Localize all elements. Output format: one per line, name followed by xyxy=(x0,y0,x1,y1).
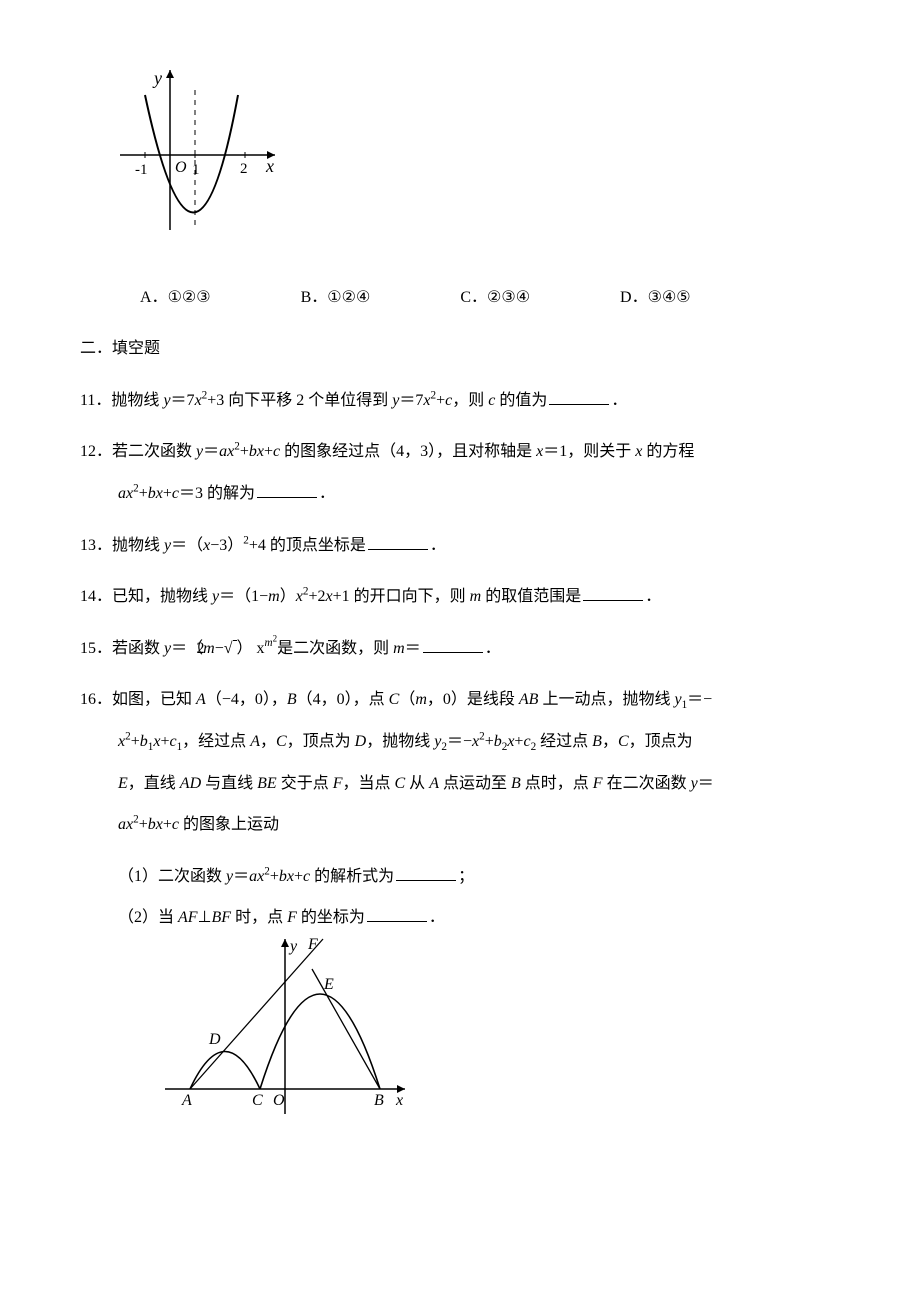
option-d[interactable]: D．③④⑤ xyxy=(620,277,691,319)
graph1-svg: y x O -1 1 2 xyxy=(110,60,290,240)
blank-16-2[interactable] xyxy=(367,905,427,922)
parabola-graph-2: y x F E D A C O B xyxy=(160,929,840,1136)
g2-O: O xyxy=(273,1092,285,1109)
origin-label: O xyxy=(175,159,187,176)
blank-15[interactable] xyxy=(423,636,483,653)
option-a[interactable]: A．①②③ xyxy=(140,277,211,319)
question-13: 13．抛物线 y＝（x−3）2+4 的顶点坐标是． xyxy=(80,525,840,567)
question-11: 11．抛物线 y＝7x2+3 向下平移 2 个单位得到 y＝7x2+c，则 c … xyxy=(80,380,840,422)
section-2-title: 二．填空题 xyxy=(80,328,840,370)
y-axis-label: y xyxy=(152,68,162,88)
blank-12[interactable] xyxy=(257,481,317,498)
blank-11[interactable] xyxy=(549,388,609,405)
question-16: 16．如图，已知 A（−4，0），B（4，0），点 C（m，0）是线段 AB 上… xyxy=(80,679,840,845)
question-14: 14．已知，抛物线 y＝（1−m）x2+2x+1 的开口向下，则 m 的取值范围… xyxy=(80,576,840,618)
x-axis-label: x xyxy=(265,156,274,176)
blank-16-1[interactable] xyxy=(396,864,456,881)
g2-x: x xyxy=(395,1092,403,1109)
g2-A: A xyxy=(181,1092,192,1109)
question-16-sub1: （1）二次函数 y＝ax2+bx+c 的解析式为； xyxy=(80,856,840,898)
tick-neg1: -1 xyxy=(135,162,148,178)
g2-F: F xyxy=(307,936,318,953)
tick-2: 2 xyxy=(240,161,248,177)
option-b[interactable]: B．①②④ xyxy=(301,277,371,319)
question-15: 15．若函数 y＝（m−√2） xm2是二次函数，则 m＝． xyxy=(80,628,840,670)
graph2-svg: y x F E D A C O B xyxy=(160,929,420,1119)
question-12: 12．若二次函数 y＝ax2+bx+c 的图象经过点（4，3），且对称轴是 x＝… xyxy=(80,431,840,514)
g2-C: C xyxy=(252,1092,263,1109)
blank-13[interactable] xyxy=(368,533,428,550)
g2-D: D xyxy=(208,1031,221,1048)
option-c[interactable]: C．②③④ xyxy=(460,277,530,319)
g2-B: B xyxy=(374,1092,384,1109)
parabola-graph-1: y x O -1 1 2 xyxy=(110,60,840,257)
tick-1: 1 xyxy=(192,162,200,178)
g2-y: y xyxy=(288,938,298,955)
g2-E: E xyxy=(323,976,334,993)
blank-14[interactable] xyxy=(583,584,643,601)
options-row: A．①②③ B．①②④ C．②③④ D．③④⑤ xyxy=(140,277,840,319)
